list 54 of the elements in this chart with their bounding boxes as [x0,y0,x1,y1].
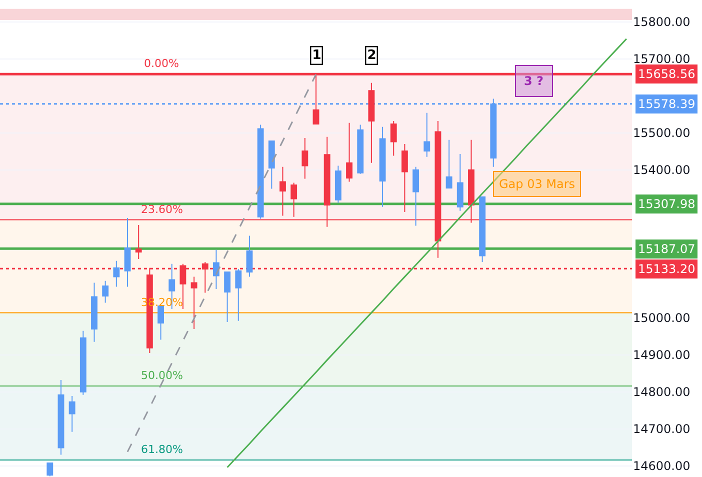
annotation: 50.00% [141,369,183,382]
annotation: 3 ? [524,74,544,88]
line-series [126,74,317,453]
candlestick [357,124,364,174]
ref-line-label: 15187.07 [638,242,696,256]
y-tick-label: 14800.00 [633,385,690,400]
annotation: Gap 03 Mars [499,177,576,191]
candlestick [302,138,308,180]
y-tick-label: 15700.00 [633,52,690,66]
annotation: 61.80% [141,443,183,456]
candlestick [58,380,64,456]
candlestick [257,124,264,220]
annotation: 2 [367,48,376,64]
candlestick [124,217,131,288]
candlestick [401,143,408,213]
y-tick-label: 14700.00 [633,422,690,436]
candlestick [224,271,231,322]
candlestick [102,280,109,304]
candlestick [80,330,86,396]
candlestick [268,140,275,190]
y-tick-label: 15800.00 [633,15,690,30]
candlestick [412,166,420,226]
candlestick [68,395,76,432]
candlestick [235,268,242,322]
annotation: 0.00% [144,57,179,70]
candlestick [379,126,386,208]
y-tick-label: 14900.00 [633,348,690,362]
candlestick [446,139,452,188]
candlestick [479,196,486,262]
candlestick [280,166,286,216]
candlestick [158,306,164,340]
y-tick-label: 15000.00 [633,311,690,326]
y-tick-label: 15400.00 [633,163,690,178]
ref-line-label: 15133.20 [638,262,696,276]
candlestick [334,165,342,204]
candlestick [390,120,397,156]
candlestick [246,235,253,278]
annotation: 1 [312,48,322,64]
candlestick [346,122,352,182]
candlestick [46,462,54,477]
y-tick-label: 14600.00 [633,459,690,474]
y-tick-label: 15500.00 [633,126,690,140]
annotation: 23.60% [141,203,183,216]
candlestick [290,182,298,218]
candlestick [456,153,464,212]
ref-line-label: 15658.56 [638,67,696,81]
candlestick [190,276,198,330]
ref-line-label: 15578.39 [638,97,696,111]
candlestick [135,224,142,260]
candlestick [424,112,430,158]
candlestick [368,82,375,164]
ref-line-label: 15307.98 [638,197,696,211]
candlestick [113,260,120,288]
candlestick [91,282,98,342]
